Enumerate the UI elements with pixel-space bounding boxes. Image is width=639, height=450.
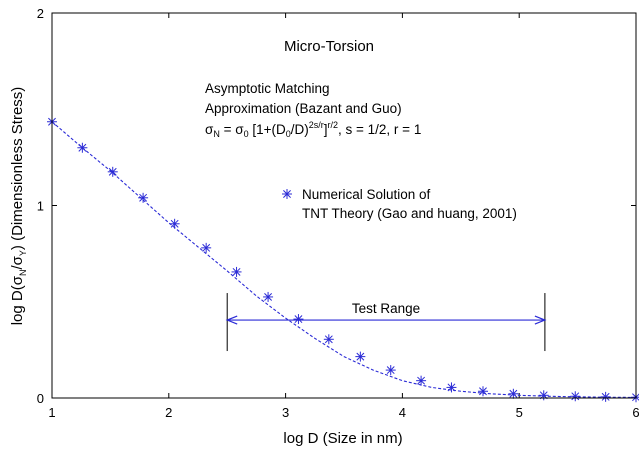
formula-p3sub: 0 [286, 129, 291, 139]
chart-title: Micro-Torsion [284, 38, 374, 55]
y-title-prefix: log D(σ [9, 275, 26, 325]
star-stroke [356, 352, 365, 361]
model-formula: σN = σ0 [1+(D0/D)2s/r]r/2, s = 1/2, r = … [205, 120, 421, 139]
test-range-arrowhead-left [225, 315, 238, 325]
star-stroke [232, 267, 241, 276]
test-range-arrowhead-right [534, 315, 547, 325]
star-stroke [417, 376, 426, 385]
plot-frame [51, 12, 637, 399]
data-point [600, 391, 611, 402]
x-tick-label: 2 [165, 405, 172, 420]
star-stroke [479, 387, 487, 396]
star-stroke [324, 335, 333, 344]
star-stroke [447, 383, 456, 392]
legend-star-marker [282, 189, 292, 199]
star-stroke [294, 315, 303, 324]
y-tick-label: 2 [37, 6, 44, 21]
star-stroke [264, 292, 273, 301]
x-axis-title: log D (Size in nm) [283, 430, 402, 447]
x-tick-label: 4 [399, 405, 406, 420]
star-stroke [202, 243, 211, 252]
legend-star [282, 189, 292, 199]
formula-p1: σ [205, 122, 214, 137]
x-tick-label: 5 [516, 405, 523, 420]
data-point [570, 391, 581, 402]
data-point [77, 142, 88, 153]
formula-p5: ] [324, 122, 328, 137]
model-label-line2: Approximation (Bazant and Guo) [205, 101, 402, 116]
formula-p4: /D) [291, 122, 309, 137]
series-layer [47, 116, 639, 403]
star-stroke [139, 193, 148, 202]
star-stroke [509, 389, 518, 398]
y-title-suffix: ) (Dimensionless Stress) [9, 87, 26, 250]
legend-label-line1: Numerical Solution of [302, 187, 431, 202]
data-point [169, 218, 180, 229]
star-stroke [108, 167, 117, 176]
y-tick-label: 1 [37, 199, 44, 214]
x-tick-label: 3 [282, 405, 289, 420]
star-stroke [78, 143, 87, 152]
y-title-sub2: Y [18, 250, 28, 256]
star-stroke [283, 190, 291, 198]
y-tick-label: 0 [37, 391, 44, 406]
y-axis-title: log D(σN/σY) (Dimensionless Stress) [9, 87, 28, 326]
series-line-asymptotic-matching [51, 121, 637, 398]
data-point [355, 351, 366, 362]
data-point [263, 291, 274, 302]
data-point [477, 386, 488, 397]
formula-p1sub: N [213, 129, 220, 139]
formula-p2sub: 0 [244, 129, 249, 139]
data-point [416, 375, 427, 386]
test-range: Test Range [225, 293, 547, 352]
y-title-mid: /σ [9, 255, 26, 269]
star-stroke [170, 219, 179, 228]
data-point [201, 242, 212, 253]
formula-p5sup: r/2 [328, 120, 339, 130]
legend-label-line2: TNT Theory (Gao and huang, 2001) [302, 206, 517, 221]
x-tick-label: 1 [48, 405, 55, 420]
star-stroke [571, 392, 580, 401]
data-point [107, 166, 118, 177]
star-stroke [601, 392, 610, 401]
star-stroke [386, 366, 395, 375]
data-point [138, 192, 149, 203]
model-label-line1: Asymptotic Matching [205, 81, 330, 96]
data-point [385, 365, 396, 376]
data-point [231, 266, 242, 277]
formula-p2: = σ [220, 122, 244, 137]
data-point [293, 314, 304, 325]
data-point [323, 334, 334, 345]
data-point [508, 388, 519, 399]
x-tick-label: 6 [632, 405, 639, 420]
y-title-sub1: N [18, 270, 28, 277]
formula-p3: [1+(D [249, 122, 286, 137]
data-point [538, 390, 549, 401]
formula-p4sup: 2s/r [309, 120, 324, 130]
data-point [631, 392, 639, 403]
formula-p6: , s = 1/2, r = 1 [338, 122, 421, 137]
data-point [446, 382, 457, 393]
test-range-label: Test Range [352, 301, 420, 316]
